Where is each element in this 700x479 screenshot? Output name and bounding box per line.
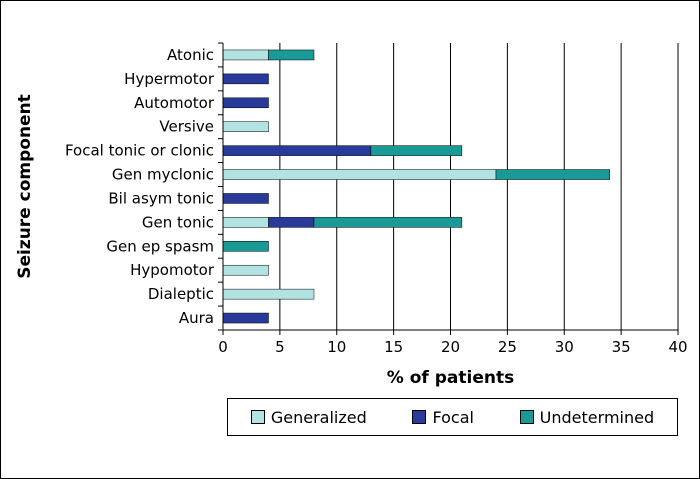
bar-segment-generalized	[222, 169, 497, 180]
x-tick-label: 5	[275, 338, 285, 356]
bar-segment-focal	[268, 217, 315, 228]
category-label: Hypermotor	[124, 70, 215, 88]
legend-swatch-undetermined	[519, 410, 534, 424]
x-tick-label: 35	[612, 338, 631, 356]
legend: Generalized Focal Undetermined	[227, 398, 678, 436]
category-label: Gen ep spasm	[106, 237, 214, 255]
bar-segment-undetermined	[222, 241, 269, 252]
category-labels: Atonic Hypermotor Automotor Versive Focal to…	[65, 46, 215, 327]
x-tick-label: 30	[555, 338, 574, 356]
bar-segment-undetermined	[370, 145, 463, 156]
category-label: Focal tonic or clonic	[65, 142, 214, 160]
bar-segment-generalized	[222, 121, 269, 132]
bar-segment-undetermined	[268, 49, 315, 61]
x-tick-labels: 0 5 10 15 20 25 30 35 40	[218, 338, 687, 356]
x-tick-label: 20	[441, 338, 460, 356]
category-label: Automotor	[134, 94, 215, 112]
bar-segment-undetermined	[495, 169, 610, 180]
x-tick-label: 25	[498, 338, 517, 356]
category-label: Dialeptic	[148, 285, 214, 303]
bar-segment-focal	[222, 73, 269, 85]
y-axis-title: Seizure component	[15, 94, 35, 279]
bar-segment-focal	[222, 193, 269, 204]
bar-segment-generalized	[222, 217, 269, 228]
x-tick-label: 15	[384, 338, 403, 356]
bar-segment-focal	[222, 97, 269, 109]
legend-label-focal: Focal	[432, 407, 474, 427]
category-label: Gen myclonic	[112, 166, 214, 184]
x-tick-label: 40	[668, 338, 687, 356]
category-label: Atonic	[167, 46, 214, 64]
bar-segment-undetermined	[313, 217, 463, 228]
bar-segment-generalized	[222, 264, 269, 276]
category-label: Gen tonic	[142, 213, 214, 231]
bar-segment-generalized	[222, 288, 315, 300]
category-label: Bil asym tonic	[108, 189, 214, 207]
x-tick-label: 10	[327, 338, 346, 356]
legend-label-generalized: Generalized	[270, 407, 367, 427]
x-axis-title: % of patients	[387, 368, 514, 388]
bars	[222, 49, 610, 324]
bar-segment-focal	[222, 312, 269, 324]
legend-item-generalized: Generalized	[250, 407, 367, 427]
bar-segment-generalized	[222, 49, 269, 61]
category-label: Versive	[159, 118, 214, 136]
legend-label-undetermined: Undetermined	[539, 407, 655, 427]
bar-segment-focal	[222, 145, 372, 156]
axes	[218, 42, 679, 335]
x-tick-label: 0	[218, 338, 228, 356]
legend-swatch-focal	[412, 410, 427, 424]
legend-item-focal: Focal	[412, 407, 474, 427]
gridlines	[279, 43, 679, 330]
category-label: Hypomotor	[130, 261, 215, 279]
category-label: Aura	[179, 309, 214, 327]
legend-swatch-generalized	[250, 410, 265, 424]
legend-item-undetermined: Undetermined	[519, 407, 655, 427]
